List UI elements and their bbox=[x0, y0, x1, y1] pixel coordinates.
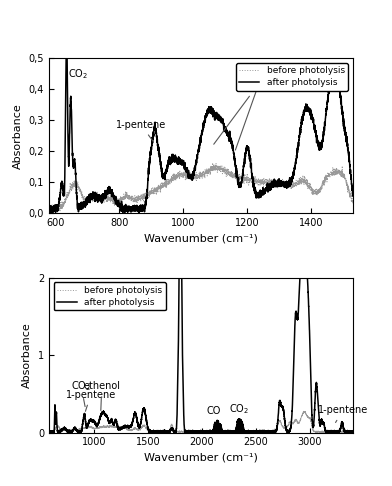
after photolysis bbox=[345, 139, 349, 145]
before photolysis bbox=[350, 199, 355, 205]
before photolysis bbox=[210, 160, 215, 166]
before photolysis bbox=[117, 424, 122, 430]
after photolysis bbox=[350, 193, 355, 199]
before photolysis bbox=[176, 173, 181, 178]
after photolysis bbox=[177, 238, 182, 243]
after photolysis bbox=[82, 204, 86, 209]
after photolysis bbox=[100, 197, 104, 203]
after photolysis bbox=[161, 429, 166, 434]
after photolysis bbox=[47, 209, 51, 215]
before photolysis bbox=[183, 429, 187, 434]
before photolysis bbox=[345, 181, 349, 187]
Line: after photolysis: after photolysis bbox=[49, 36, 353, 213]
after photolysis bbox=[48, 210, 53, 216]
Text: CO$_2$: CO$_2$ bbox=[71, 379, 91, 407]
before photolysis bbox=[82, 197, 86, 203]
Legend: before photolysis, after photolysis: before photolysis, after photolysis bbox=[236, 63, 348, 91]
Text: CO$_2$: CO$_2$ bbox=[229, 402, 249, 416]
after photolysis bbox=[47, 430, 52, 435]
after photolysis bbox=[350, 429, 355, 434]
Line: after photolysis: after photolysis bbox=[49, 241, 353, 433]
after photolysis bbox=[47, 429, 51, 434]
before photolysis bbox=[161, 429, 166, 435]
Text: 1-pentene: 1-pentene bbox=[116, 120, 166, 141]
before photolysis bbox=[120, 425, 125, 431]
after photolysis bbox=[119, 425, 123, 431]
after photolysis bbox=[312, 123, 317, 129]
after photolysis bbox=[163, 170, 168, 175]
Text: ethenol: ethenol bbox=[83, 381, 120, 411]
before photolysis bbox=[312, 187, 317, 192]
before photolysis bbox=[348, 429, 353, 435]
before photolysis bbox=[119, 424, 123, 430]
after photolysis bbox=[176, 156, 181, 161]
before photolysis bbox=[350, 429, 355, 434]
Legend: before photolysis, after photolysis: before photolysis, after photolysis bbox=[54, 282, 166, 311]
after photolysis bbox=[183, 429, 188, 434]
after photolysis bbox=[348, 429, 353, 434]
before photolysis bbox=[47, 205, 51, 210]
after photolysis bbox=[120, 424, 125, 430]
Text: CO$_2$: CO$_2$ bbox=[67, 68, 88, 81]
before photolysis bbox=[47, 428, 51, 434]
before photolysis bbox=[48, 430, 53, 435]
after photolysis bbox=[117, 426, 122, 432]
Y-axis label: Absorbance: Absorbance bbox=[13, 103, 23, 169]
Y-axis label: Absorbance: Absorbance bbox=[22, 322, 32, 388]
after photolysis bbox=[64, 34, 69, 39]
before photolysis bbox=[54, 210, 59, 216]
Text: 1-pentene: 1-pentene bbox=[66, 390, 116, 411]
before photolysis bbox=[301, 408, 306, 414]
Text: 1-pentene: 1-pentene bbox=[318, 405, 368, 422]
Line: before photolysis: before photolysis bbox=[49, 163, 353, 213]
X-axis label: Wavenumber (cm⁻¹): Wavenumber (cm⁻¹) bbox=[144, 233, 258, 243]
before photolysis bbox=[163, 185, 168, 191]
before photolysis bbox=[100, 194, 104, 200]
Text: ethenol: ethenol bbox=[214, 81, 275, 144]
Text: CO: CO bbox=[206, 405, 220, 416]
Line: before photolysis: before photolysis bbox=[49, 411, 353, 433]
X-axis label: Wavenumber (cm⁻¹): Wavenumber (cm⁻¹) bbox=[144, 453, 258, 463]
